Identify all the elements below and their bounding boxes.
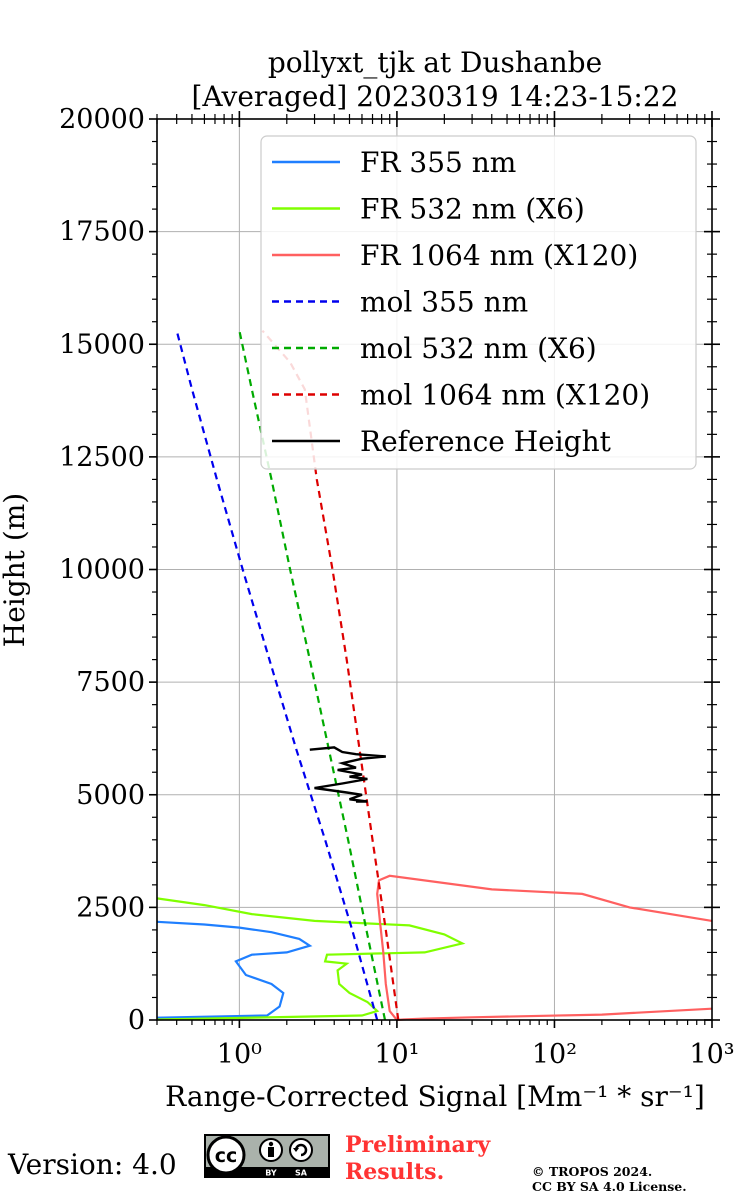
legend-label: mol 355 nm xyxy=(360,286,528,319)
preliminary-results-note: Preliminary Results. xyxy=(345,1132,490,1186)
legend-label: FR 1064 nm (X120) xyxy=(360,239,638,272)
legend-label: FR 532 nm (X6) xyxy=(360,193,585,226)
preliminary-line1: Preliminary xyxy=(345,1132,491,1158)
y-tick-label: 15000 xyxy=(59,329,145,360)
series-line-0 xyxy=(156,920,313,1019)
y-tick-label: 12500 xyxy=(59,442,145,473)
y-tick-label: 2500 xyxy=(76,892,145,923)
series-line-3 xyxy=(175,330,379,1021)
legend-label: FR 355 nm xyxy=(360,146,516,179)
by-text: BY xyxy=(265,1169,277,1178)
copyright-line1: © TROPOS 2024. xyxy=(532,1164,653,1179)
axis-ticks: 0 2500 5000 7500 10000 12500 15000 17500 20000 10… xyxy=(59,104,735,1070)
version-label: Version: 4.0 xyxy=(8,1148,177,1181)
copyright-line2: CC BY SA 4.0 License. xyxy=(532,1179,687,1194)
data-series xyxy=(156,329,713,1022)
y-tick-label: 10000 xyxy=(59,555,145,586)
sa-text: SA xyxy=(295,1169,308,1178)
series-line-4 xyxy=(238,330,387,1021)
legend-box xyxy=(260,135,697,470)
x-tick-label: 10⁰ xyxy=(217,1039,262,1070)
preliminary-line2: Results. xyxy=(345,1159,445,1185)
copyright-note: © TROPOS 2024. CC BY SA 4.0 License. xyxy=(532,1164,687,1194)
chart-svg: 0 2500 5000 7500 10000 12500 15000 17500 20000 10… xyxy=(0,46,735,1113)
legend-label: mol 1064 nm (X120) xyxy=(360,379,650,412)
x-tick-label: 10¹ xyxy=(374,1039,419,1070)
y-tick-label: 20000 xyxy=(59,104,145,135)
series-line-6 xyxy=(309,746,386,803)
y-tick-label: 5000 xyxy=(76,780,145,811)
chart-title-line1: pollyxt_tjk at Dushanbe xyxy=(268,46,602,79)
x-tick-label: 10³ xyxy=(689,1039,734,1070)
legend-label: Reference Height xyxy=(360,425,612,458)
cc-text: cc xyxy=(215,1145,238,1167)
x-axis-label: Range-Corrected Signal [Mm⁻¹ * sr⁻¹] xyxy=(165,1080,705,1113)
share-alike-icon xyxy=(289,1138,313,1162)
series-line-2 xyxy=(376,874,713,1022)
y-axis-label: Height (m) xyxy=(0,493,31,647)
chart-title-line2: [Averaged] 20230319 14:23-15:22 xyxy=(192,80,679,113)
y-tick-label: 0 xyxy=(128,1005,145,1036)
legend: FR 355 nm FR 532 nm (X6) FR 1064 nm (X120)… xyxy=(260,135,697,470)
cc-by-sa-license-icon: cc BY SA xyxy=(204,1134,330,1178)
legend-label: mol 532 nm (X6) xyxy=(360,332,597,365)
x-tick-label: 10² xyxy=(532,1039,577,1070)
y-tick-label: 7500 xyxy=(76,667,145,698)
series-line-1 xyxy=(156,897,466,1021)
y-tick-label: 17500 xyxy=(59,217,145,248)
